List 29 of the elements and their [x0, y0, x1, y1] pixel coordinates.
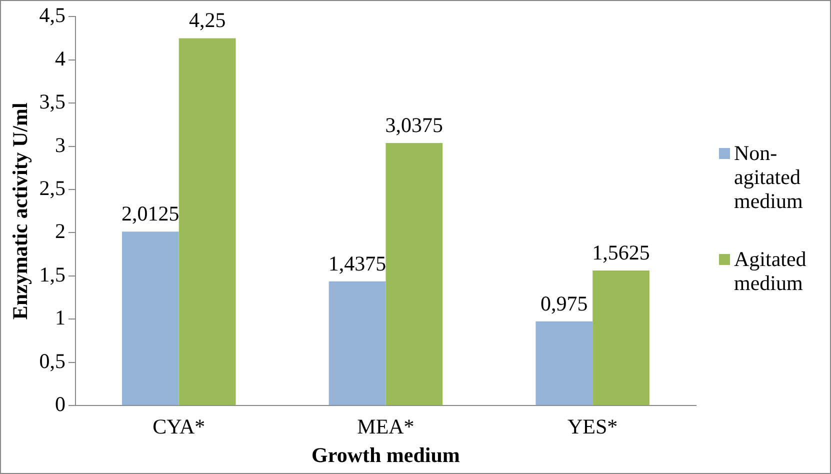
data-label: 3,0375: [385, 113, 444, 138]
y-axis-title: Enzymatic activity U/ml: [8, 102, 32, 320]
x-tick-label: MEA*: [357, 414, 414, 439]
data-label: 2,0125: [122, 202, 180, 226]
y-tick-label: 2: [54, 219, 66, 244]
y-tick-label: 1,5: [39, 262, 66, 286]
y-tick-label: 4: [54, 46, 66, 70]
y-tick-label: 1: [54, 306, 66, 330]
y-tick-label: 4,5: [39, 3, 66, 28]
data-label: 4,25: [188, 8, 226, 32]
bar: [592, 270, 650, 406]
bar: [386, 143, 443, 406]
y-tick-label: 3,5: [39, 90, 66, 114]
data-label: 0,975: [540, 291, 588, 316]
bar: [178, 38, 236, 406]
legend-label: Agitated medium: [734, 247, 808, 295]
data-label: 1,4375: [328, 251, 386, 276]
bar: [122, 232, 179, 406]
bar: [328, 281, 386, 406]
bar: [536, 321, 593, 406]
data-label: 1,5625: [592, 240, 650, 265]
y-tick-label: 0: [54, 392, 66, 416]
x-tick-label: YES*: [567, 414, 618, 439]
x-tick-label: CYA*: [152, 414, 206, 439]
legend-label: Non-agitated medium: [734, 141, 804, 213]
y-tick-label: 0,5: [39, 348, 66, 373]
y-tick-label: 3: [54, 132, 66, 157]
y-tick-label: 2,5: [39, 176, 66, 200]
x-axis-title: Growth medium: [312, 442, 460, 467]
